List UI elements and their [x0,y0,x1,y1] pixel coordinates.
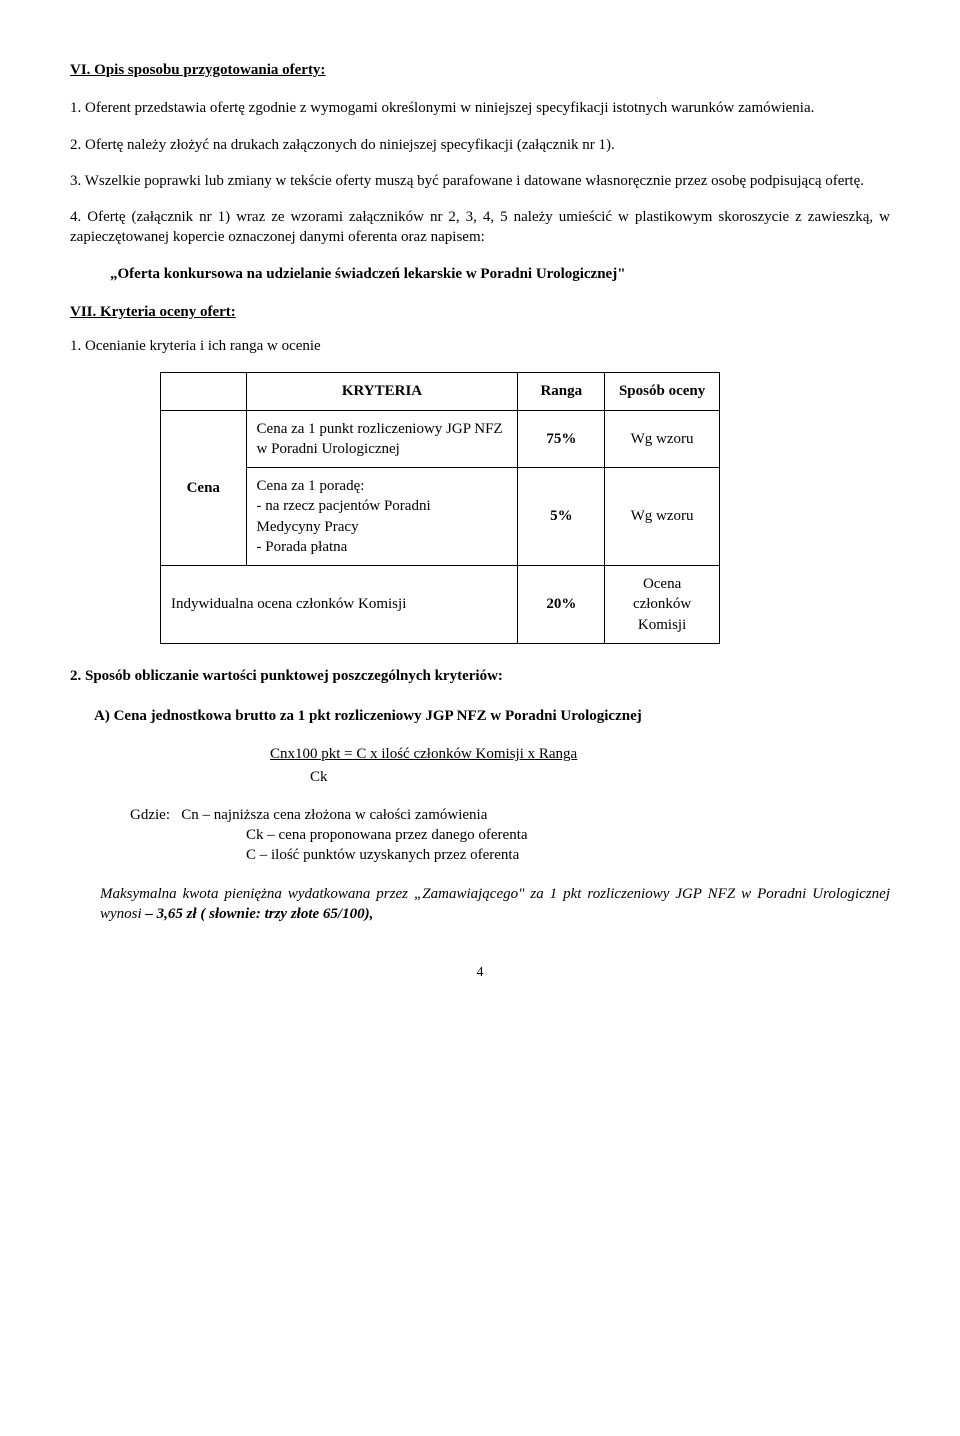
section6-p1: 1. Oferent przedstawia ofertę zgodnie z … [70,98,890,118]
row2-l4: - Porada płatna [257,537,508,557]
where-cn: Cn – najniższa cena złożona w całości za… [181,807,487,823]
td-row2-crit: Cena za 1 poradę: - na rzecz pacjentów P… [246,468,518,566]
row2-l3: Medycyny Pracy [257,517,508,537]
row2-l2: - na rzecz pacjentów Poradni [257,496,508,516]
section6-p2: 2. Ofertę należy złożyć na drukach załąc… [70,135,890,155]
final-paragraph: Maksymalna kwota pieniężna wydatkowana p… [100,884,890,925]
th-kryteria: KRYTERIA [246,373,518,410]
section7-heading: VII. Kryteria oceny ofert: [70,302,890,322]
table-row: Cena Cena za 1 punkt rozliczeniowy JGP N… [161,410,720,468]
section7-p2: 2. Sposób obliczanie wartości punktowej … [70,666,890,686]
formula-line: Cnx100 pkt = C x ilość członków Komisji … [270,744,890,764]
th-blank [161,373,247,410]
td-cena-label: Cena [161,410,247,566]
where-c: C – ilość punktów uzyskanych przez ofere… [246,845,890,865]
th-ranga: Ranga [518,373,605,410]
td-row2-sposob: Wg wzoru [605,468,720,566]
where-block: Gdzie: Cn – najniższa cena złożona w cał… [130,805,890,866]
td-row3-ranga: 20% [518,566,605,644]
section6-heading: VI. Opis sposobu przygotowania oferty: [70,60,890,80]
table-header-row: KRYTERIA Ranga Sposób oceny [161,373,720,410]
th-sposob: Sposób oceny [605,373,720,410]
td-row1-crit: Cena za 1 punkt rozliczeniowy JGP NFZ w … [246,410,518,468]
sub-a-heading: A) Cena jednostkowa brutto za 1 pkt rozl… [94,706,890,726]
criteria-table: KRYTERIA Ranga Sposób oceny Cena Cena za… [160,372,720,644]
td-row3-crit: Indywidualna ocena członków Komisji [161,566,518,644]
where-label: Gdzie: [130,807,170,823]
where-ck: Ck – cena proponowana przez danego ofere… [246,825,890,845]
td-row1-sposob: Wg wzoru [605,410,720,468]
section6-p4: 4. Ofertę (załącznik nr 1) wraz ze wzora… [70,207,890,248]
table-row: Indywidualna ocena członków Komisji 20% … [161,566,720,644]
row2-l1: Cena za 1 poradę: [257,476,508,496]
page-number: 4 [70,964,890,983]
section6-p3: 3. Wszelkie poprawki lub zmiany w tekści… [70,171,890,191]
formula-top: Cnx100 pkt = C x ilość członków Komisji … [270,746,577,762]
td-row1-ranga: 75% [518,410,605,468]
td-row2-ranga: 5% [518,468,605,566]
final-bold: – 3,65 zł ( słownie: trzy złote 65/100), [142,906,374,922]
formula-ck: Ck [310,767,890,787]
section6-quote: „Oferta konkursowa na udzielanie świadcz… [110,264,890,284]
section7-p1: 1. Ocenianie kryteria i ich ranga w ocen… [70,336,890,356]
td-row3-sposob: Ocena członków Komisji [605,566,720,644]
